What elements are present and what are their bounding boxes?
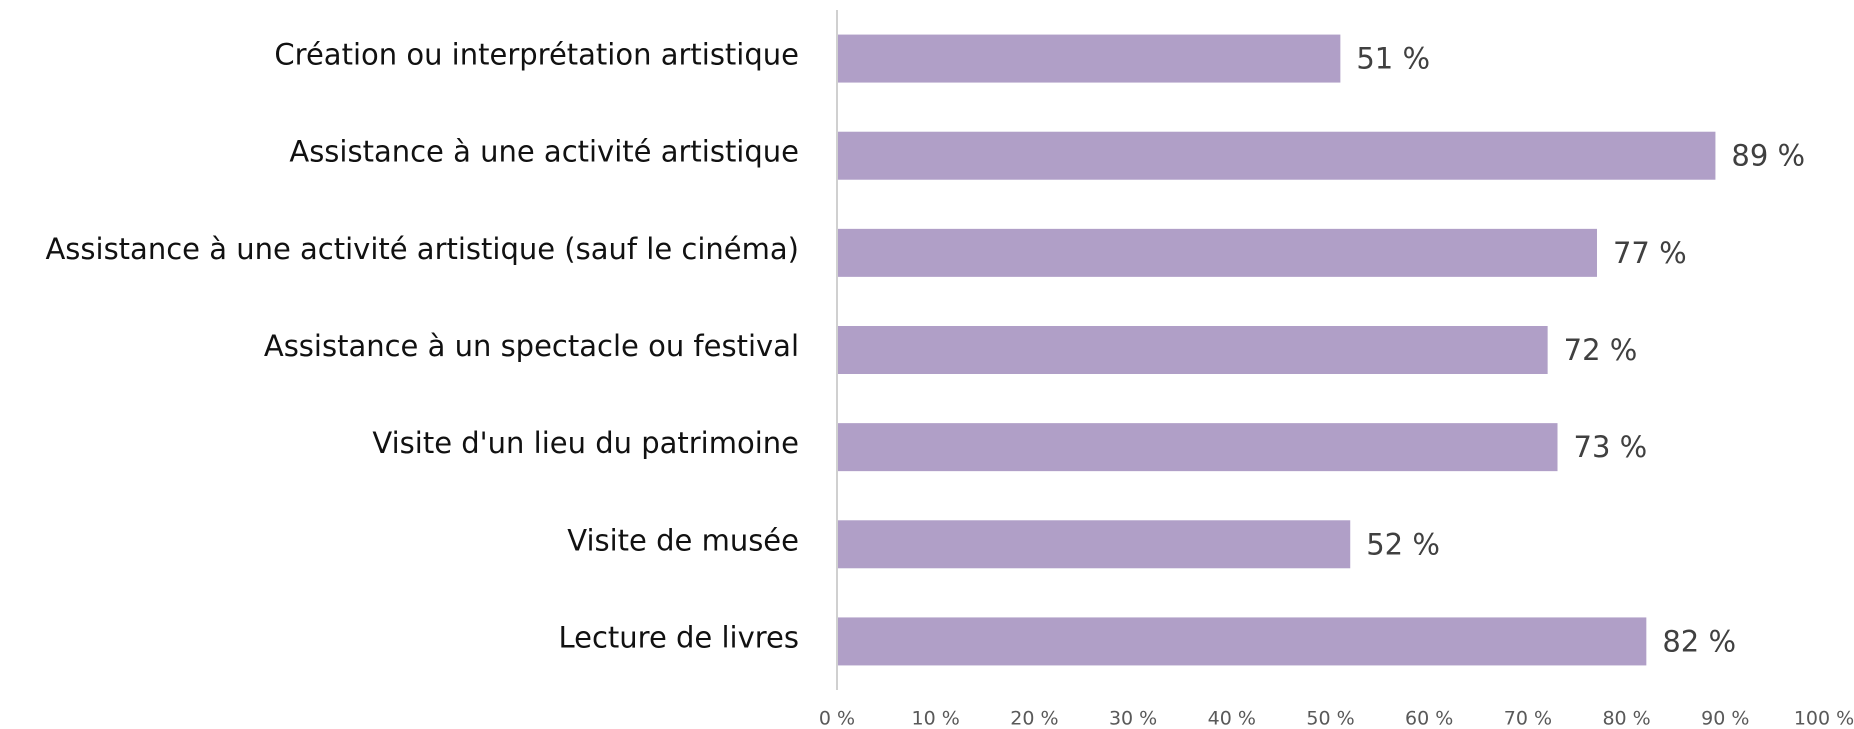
bar [837, 617, 1647, 666]
x-tick-label: 10 % [912, 708, 960, 729]
bar [837, 34, 1341, 83]
bar [837, 423, 1558, 472]
x-tick-label: 20 % [1010, 708, 1058, 729]
x-tick-label: 0 % [819, 708, 855, 729]
value-label: 77 % [1613, 236, 1687, 270]
value-label: 51 % [1356, 42, 1430, 76]
x-tick-label: 90 % [1701, 708, 1749, 729]
bar [837, 520, 1351, 569]
x-tick-label: 60 % [1405, 708, 1453, 729]
x-tick-label: 100 % [1794, 708, 1854, 729]
category-label: Visite de musée [567, 523, 799, 557]
value-label: 52 % [1366, 527, 1440, 561]
category-label: Lecture de livres [558, 620, 799, 654]
value-label: 82 % [1662, 624, 1736, 658]
category-label: Assistance à une activité artistique [289, 135, 799, 169]
value-label: 73 % [1574, 430, 1648, 464]
category-label: Assistance à une activité artistique (sa… [45, 232, 799, 266]
category-label: Visite d'un lieu du patrimoine [372, 426, 799, 460]
bar [837, 131, 1716, 180]
x-tick-label: 80 % [1602, 708, 1650, 729]
value-label: 72 % [1564, 333, 1638, 367]
category-label: Assistance à un spectacle ou festival [264, 329, 799, 363]
category-label: Création ou interprétation artistique [274, 38, 799, 72]
x-tick-label: 40 % [1208, 708, 1256, 729]
x-tick-label: 30 % [1109, 708, 1157, 729]
value-label: 89 % [1731, 139, 1805, 173]
x-tick-label: 50 % [1306, 708, 1354, 729]
bar [837, 228, 1597, 277]
x-tick-label: 70 % [1504, 708, 1552, 729]
bar [837, 326, 1548, 374]
